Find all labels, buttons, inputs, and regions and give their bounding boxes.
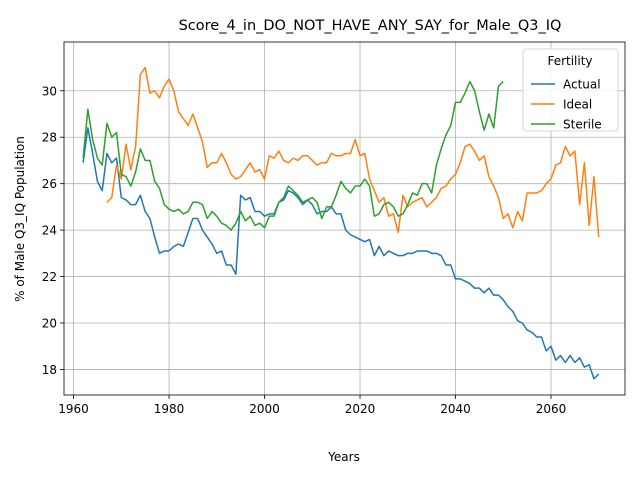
legend: Fertility Actual Ideal Sterile [522,48,619,132]
y-tick-label: 20 [42,317,57,331]
series-line-sterile [82,80,504,231]
plot-area-frame [63,41,626,396]
axis-ticks: 1960 1980 2000 2020 2040 2060 18 20 22 24 26 28 30 [42,84,567,416]
gridlines [64,42,625,395]
y-tick-label: 30 [42,84,57,98]
legend-entries: Actual Ideal Sterile [531,78,602,132]
legend-label-sterile: Sterile [563,118,602,132]
x-axis-label: Years [327,450,360,464]
x-tick-label: 2020 [345,402,376,416]
x-tick-label: 2000 [249,402,280,416]
y-axis-label: % of Male Q3_IQ Population [13,136,27,302]
y-tick-label: 18 [42,363,57,377]
y-tick-label: 22 [42,270,57,284]
x-tick-label: 1960 [58,402,89,416]
y-tick-label: 28 [42,131,57,145]
y-tick-label: 26 [42,177,57,191]
chart-title: Score_4_in_DO_NOT_HAVE_ANY_SAY_for_Male_… [179,18,562,34]
legend-label-actual: Actual [563,78,601,92]
legend-box [522,48,619,132]
series-line-ideal [106,66,600,238]
legend-title: Fertility [547,54,592,68]
y-tick-label: 24 [42,224,57,238]
x-tick-label: 1980 [154,402,185,416]
data-series [82,66,600,380]
legend-label-ideal: Ideal [563,98,592,112]
series-line-actual [82,127,600,380]
x-tick-label: 2060 [536,402,567,416]
x-tick-label: 2040 [440,402,471,416]
